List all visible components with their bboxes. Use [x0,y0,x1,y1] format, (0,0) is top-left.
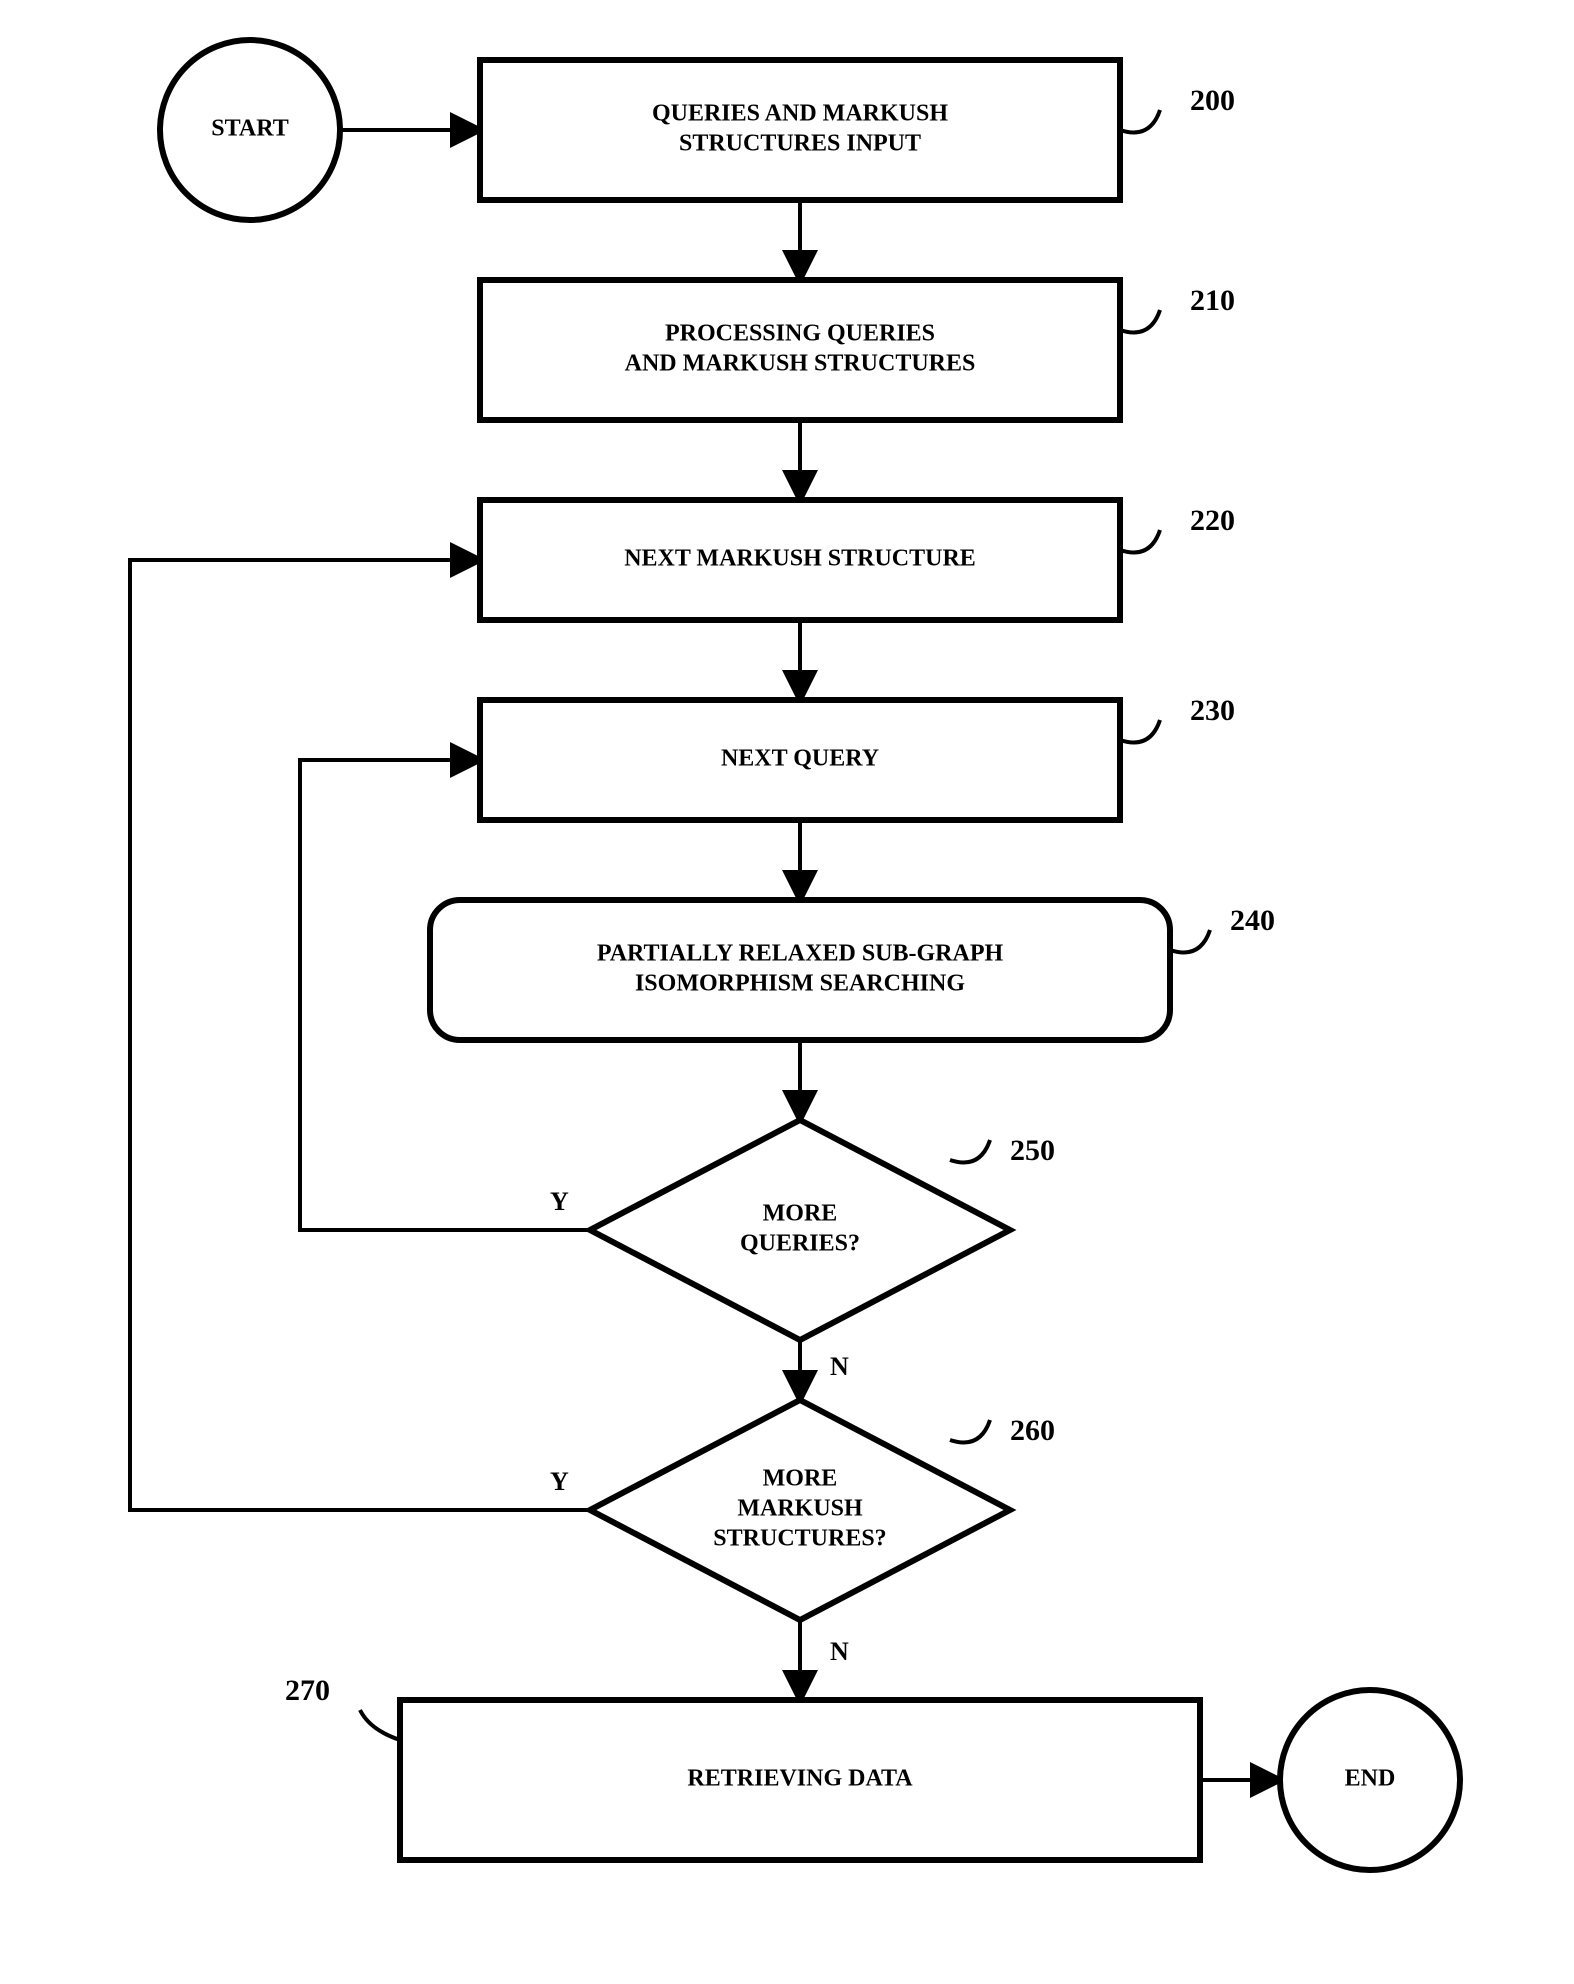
ref-label-n270: 270 [285,1674,330,1707]
ref-label-n230: 230 [1190,694,1235,727]
node-n240: PARTIALLY RELAXED SUB-GRAPH ISOMORPHISM S… [430,900,1170,1040]
n200-line-0: QUERIES AND MARKUSH [652,101,948,127]
ref-hook-n250 [950,1140,990,1163]
ref-hook-n240 [1170,930,1210,953]
ref-label-n250: 250 [1010,1134,1055,1167]
n260-line-1: MARKUSH [737,1496,863,1522]
n230-line-0: NEXT QUERY [721,746,879,772]
n210-line-1: AND MARKUSH STRUCTURES [625,351,976,377]
n260-line-2: STRUCTURES? [713,1526,886,1552]
node-end: END [1280,1690,1460,1870]
n250-line-1: QUERIES? [740,1231,860,1257]
n250-line-0: MORE [763,1201,838,1227]
node-n250: MORE QUERIES? [590,1120,1010,1340]
n220-line-0: NEXT MARKUSH STRUCTURE [624,546,976,572]
node-n230: NEXT QUERY [480,700,1120,820]
n270-line-0: RETRIEVING DATA [687,1766,913,1792]
n260-line-0: MORE [763,1466,838,1492]
edge-label-7: N [830,1637,849,1666]
node-n260: MORE MARKUSH STRUCTURES? [590,1400,1010,1620]
ref-hook-n270 [360,1710,400,1740]
ref-label-n220: 220 [1190,504,1235,537]
n240-line-0: PARTIALLY RELAXED SUB-GRAPH [597,941,1004,967]
flowchart-canvas: N N Y Y START END QUERIES AND MARKUSH STRUCTUR… [0,0,1574,1984]
n210-line-0: PROCESSING QUERIES [665,321,935,347]
start-line-0: START [211,116,288,142]
node-n200: QUERIES AND MARKUSH STRUCTURES INPUT [480,60,1120,200]
node-start: START [160,40,340,220]
n240-line-1: ISOMORPHISM SEARCHING [635,971,965,997]
end-line-0: END [1345,1766,1396,1792]
nodes-layer: START END QUERIES AND MARKUSH STRUCTURES IN… [160,40,1460,1870]
n200-line-1: STRUCTURES INPUT [679,131,921,157]
node-n270: RETRIEVING DATA [400,1700,1200,1860]
edge-label-10: Y [550,1467,569,1496]
node-n210: PROCESSING QUERIES AND MARKUSH STRUCTURES [480,280,1120,420]
ref-hook-n230 [1120,720,1160,743]
ref-label-n210: 210 [1190,284,1235,317]
ref-label-n240: 240 [1230,904,1275,937]
edge-label-9: Y [550,1187,569,1216]
edge-label-6: N [830,1352,849,1381]
ref-hook-n210 [1120,310,1160,333]
node-n220: NEXT MARKUSH STRUCTURE [480,500,1120,620]
ref-hook-n260 [950,1420,990,1443]
ref-hook-n200 [1120,110,1160,133]
ref-label-n260: 260 [1010,1414,1055,1447]
ref-label-n200: 200 [1190,84,1235,117]
ref-hook-n220 [1120,530,1160,553]
